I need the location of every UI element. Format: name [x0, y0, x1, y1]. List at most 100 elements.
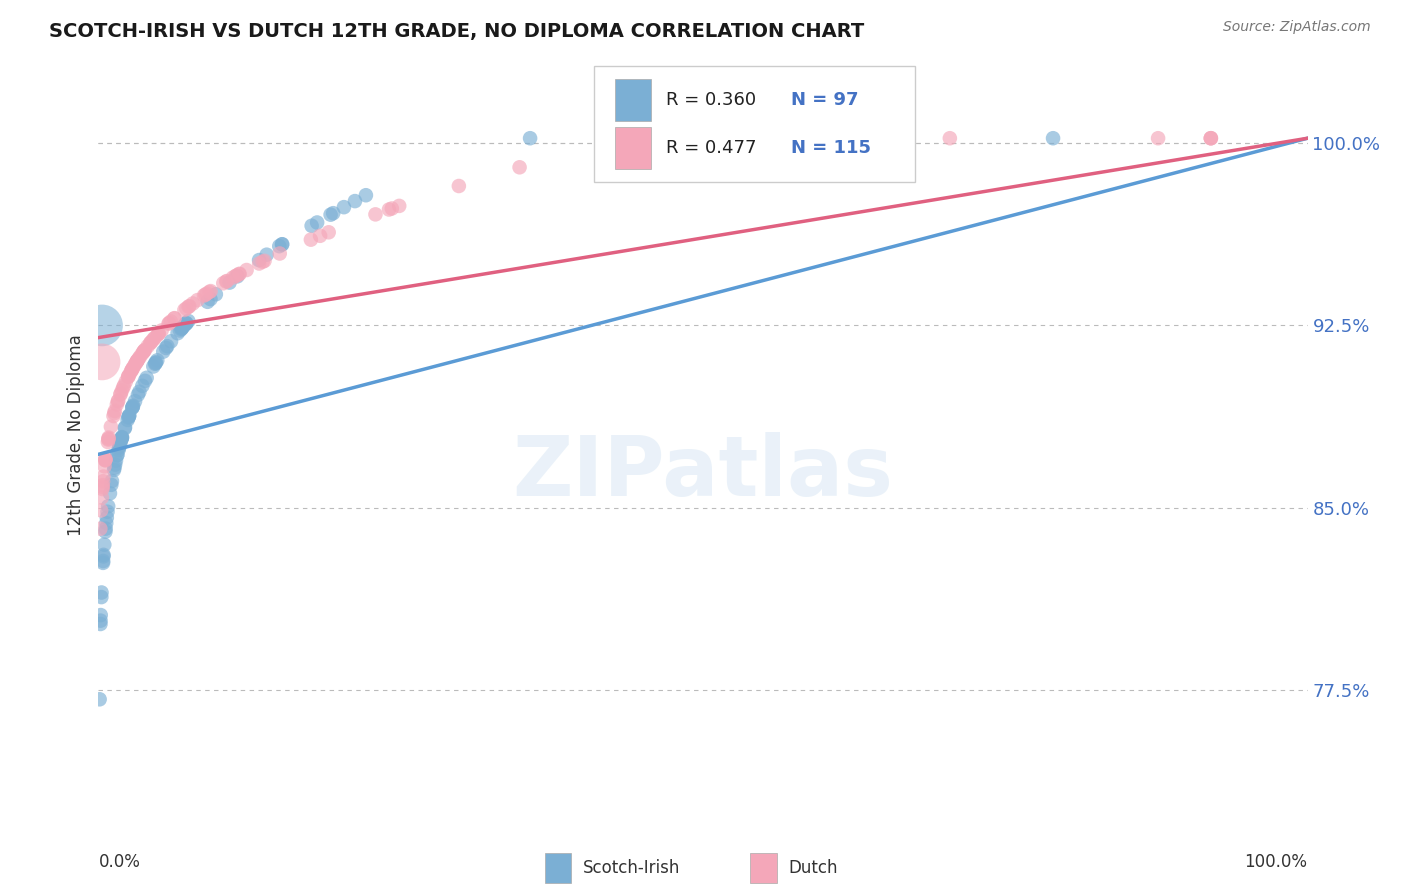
Point	[163, 311, 186, 326]
Point	[197, 294, 219, 309]
Point	[200, 292, 222, 306]
Point	[299, 233, 322, 247]
Point	[121, 400, 143, 414]
Point	[118, 409, 141, 423]
Text: R = 0.360: R = 0.360	[665, 91, 755, 109]
Point	[181, 296, 204, 310]
Point	[90, 614, 112, 628]
Point	[319, 208, 342, 222]
Point	[247, 253, 270, 268]
Point	[381, 202, 404, 216]
Point	[98, 486, 121, 500]
Point	[121, 401, 143, 415]
Point	[879, 131, 901, 145]
Point	[124, 359, 146, 373]
Point	[91, 478, 114, 492]
Point	[607, 132, 630, 146]
Point	[93, 459, 115, 474]
Point	[939, 131, 962, 145]
Point	[108, 437, 131, 451]
Point	[198, 285, 221, 299]
Point	[145, 356, 167, 370]
Text: Dutch: Dutch	[789, 859, 838, 877]
Point	[139, 336, 162, 351]
Point	[142, 332, 165, 346]
Point	[160, 334, 183, 349]
Point	[132, 345, 155, 359]
Point	[120, 365, 142, 379]
FancyBboxPatch shape	[614, 79, 651, 120]
Point	[135, 371, 157, 385]
Point	[124, 357, 146, 371]
Point	[122, 399, 145, 413]
Point	[97, 500, 120, 514]
Point	[271, 237, 294, 252]
Point	[176, 316, 198, 330]
Point	[271, 237, 294, 252]
Point	[1042, 131, 1064, 145]
Point	[110, 433, 132, 447]
Point	[143, 331, 166, 345]
Point	[170, 321, 193, 335]
Point	[108, 441, 131, 455]
Point	[93, 549, 115, 564]
Point	[354, 188, 377, 202]
Point	[177, 300, 200, 314]
Point	[117, 413, 139, 427]
Text: ZIPatlas: ZIPatlas	[513, 432, 893, 513]
Point	[301, 219, 323, 233]
Point	[107, 443, 129, 458]
Point	[104, 458, 127, 472]
Point	[94, 453, 117, 467]
Point	[111, 430, 134, 444]
Point	[108, 439, 131, 453]
Point	[93, 548, 115, 562]
Point	[125, 354, 148, 368]
Point	[665, 131, 688, 145]
Point	[118, 368, 141, 383]
Point	[205, 287, 228, 301]
Point	[146, 327, 169, 342]
Point	[91, 554, 114, 568]
Point	[114, 375, 136, 389]
Point	[143, 357, 166, 371]
Point	[253, 253, 276, 268]
Point	[169, 323, 191, 337]
Point	[117, 370, 139, 384]
Point	[111, 430, 134, 444]
Point	[94, 452, 117, 467]
Point	[685, 131, 707, 145]
Point	[166, 326, 188, 341]
Point	[111, 431, 134, 445]
Point	[661, 131, 683, 145]
Point	[858, 131, 880, 145]
Point	[173, 318, 195, 333]
Point	[228, 267, 250, 281]
Point	[101, 474, 124, 488]
Point	[94, 453, 117, 467]
Point	[177, 314, 200, 328]
Point	[228, 267, 250, 281]
Point	[97, 435, 120, 450]
Point	[89, 617, 111, 632]
FancyBboxPatch shape	[544, 853, 571, 883]
Point	[218, 276, 240, 290]
Point	[118, 409, 141, 424]
Point	[100, 478, 122, 492]
Point	[97, 431, 120, 445]
Point	[90, 491, 112, 505]
Point	[145, 355, 167, 369]
Point	[127, 353, 149, 368]
Point	[132, 344, 155, 359]
Point	[90, 608, 112, 623]
Point	[215, 274, 238, 288]
Text: Source: ZipAtlas.com: Source: ZipAtlas.com	[1223, 20, 1371, 34]
Point	[96, 516, 118, 530]
Point	[110, 386, 132, 401]
Point	[256, 248, 278, 262]
Point	[93, 469, 115, 483]
Point	[157, 316, 180, 330]
Point	[194, 287, 217, 301]
Point	[1199, 131, 1222, 145]
Point	[90, 590, 112, 604]
